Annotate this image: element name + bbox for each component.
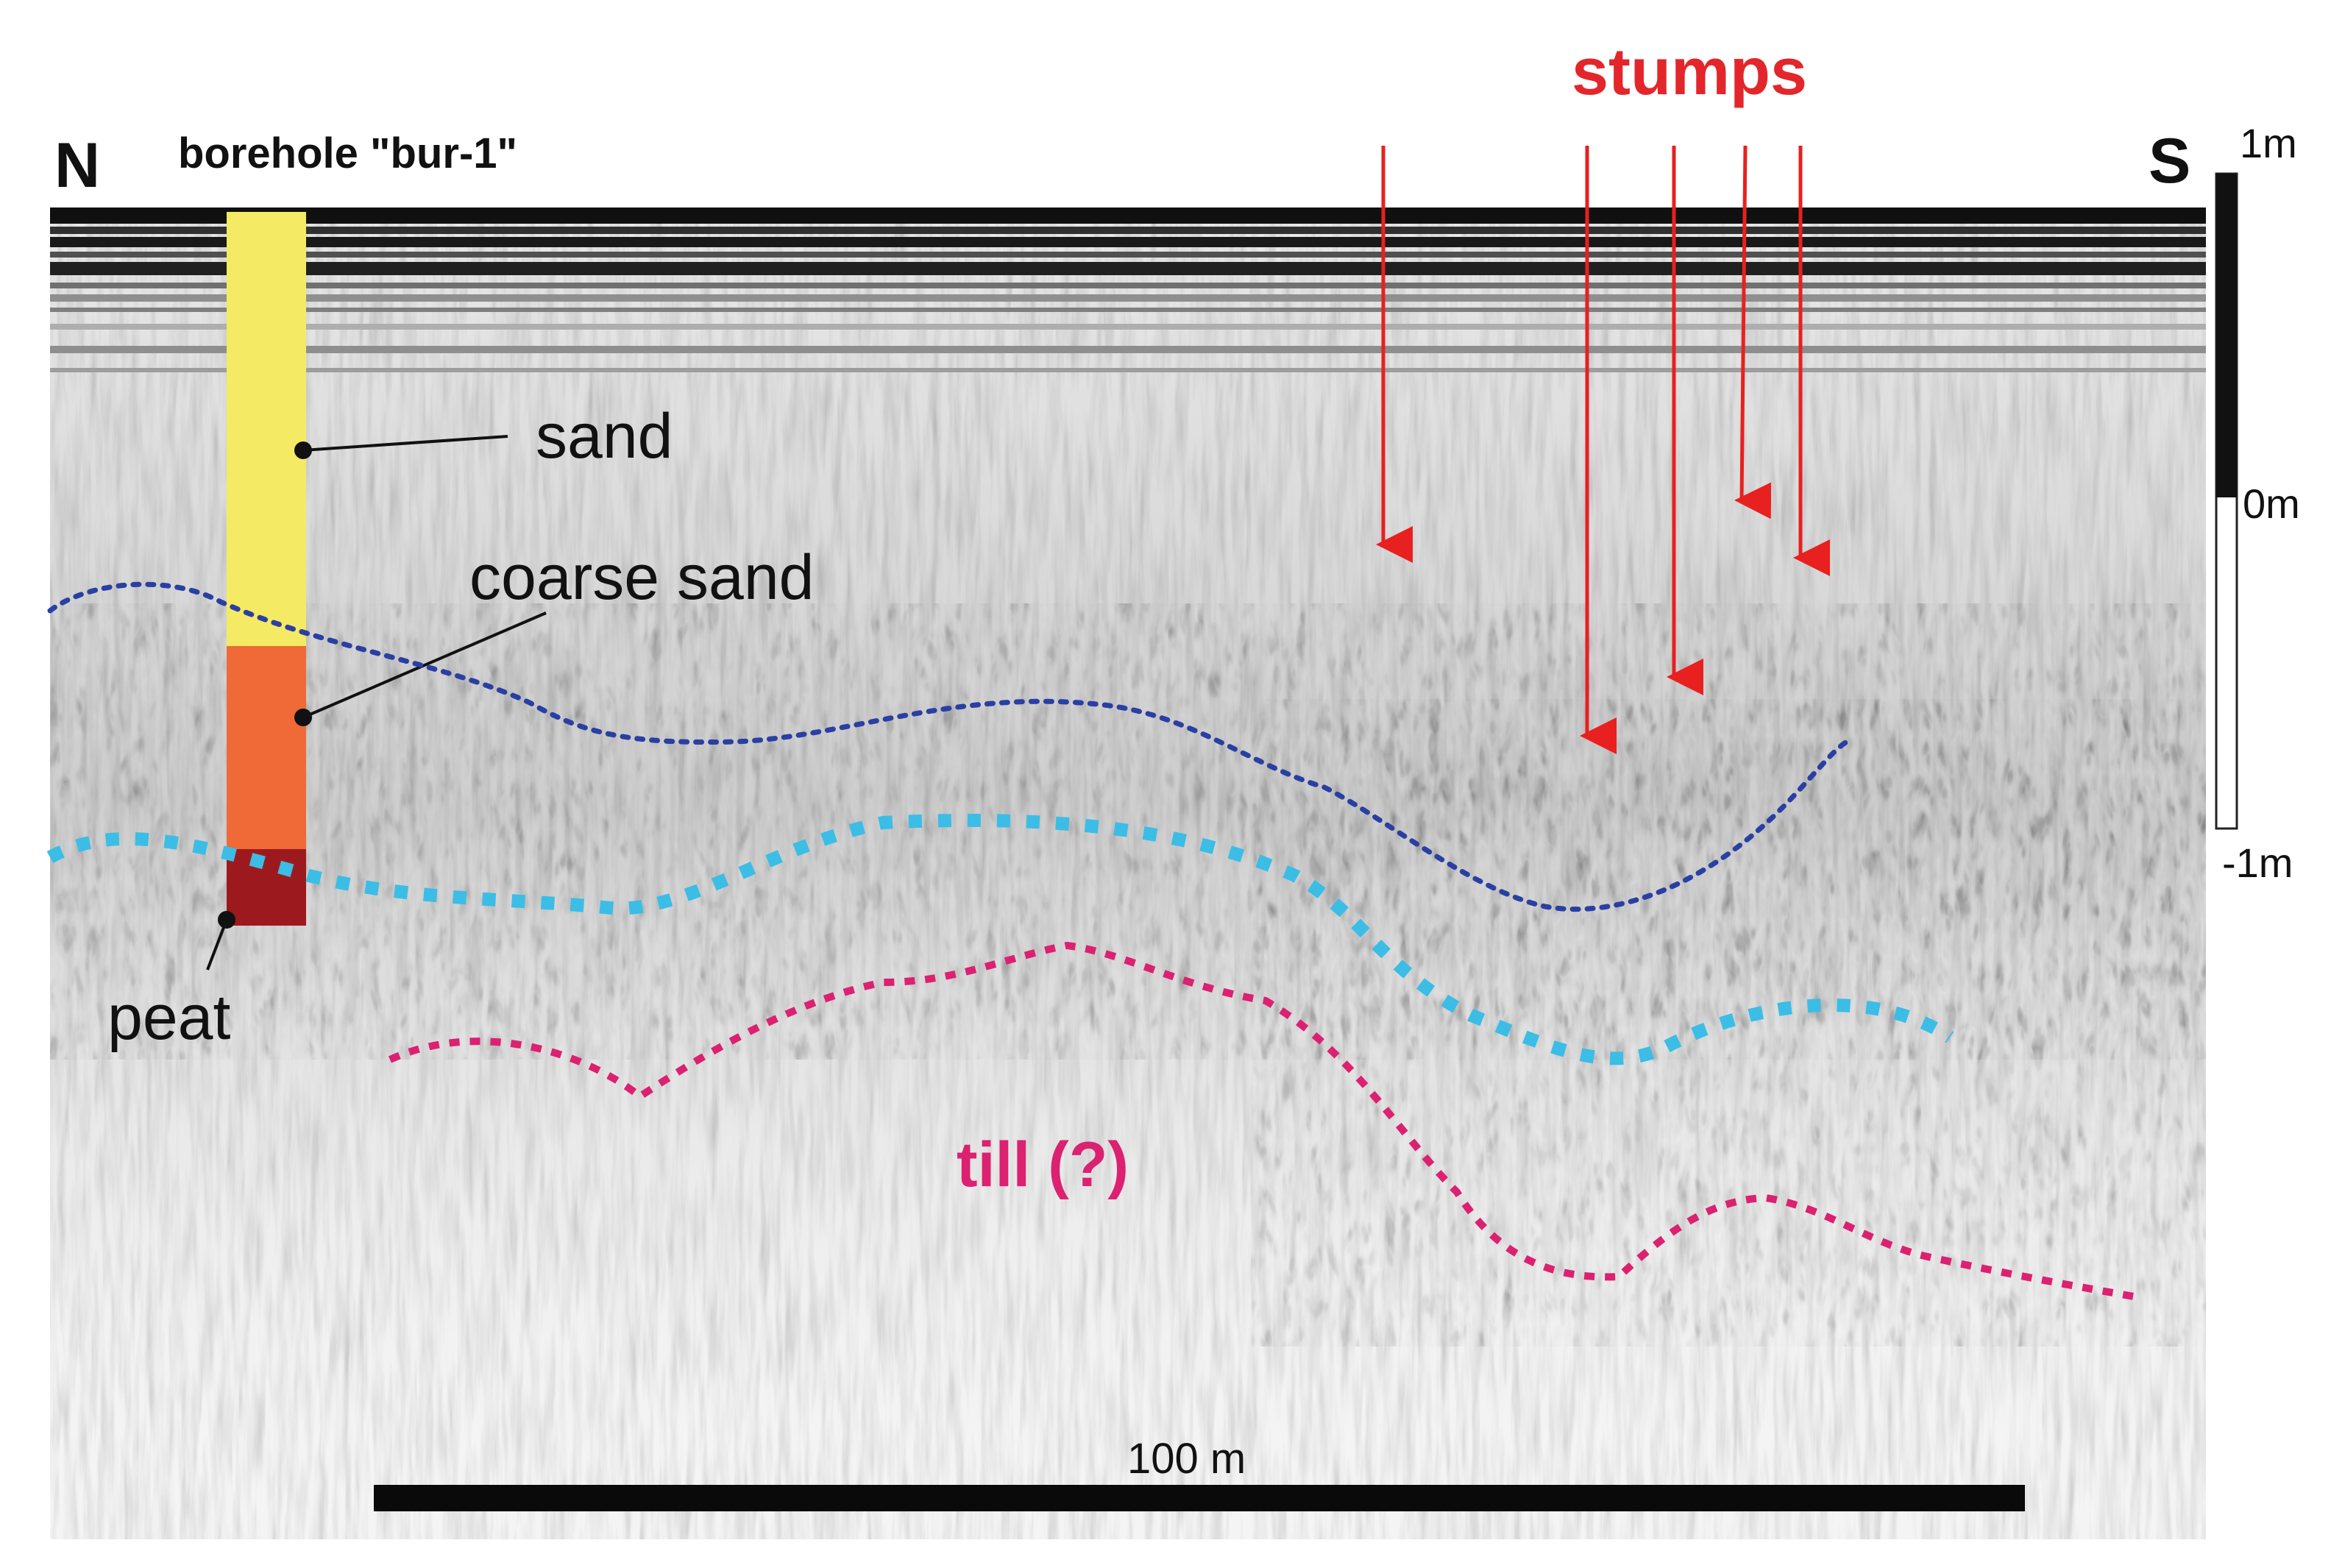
south-label: S [2149, 126, 2190, 196]
till-label: till (?) [957, 1129, 1129, 1200]
depth-scale [2215, 172, 2238, 830]
stump-arrows [1376, 145, 1830, 754]
scale-bar [374, 1485, 2025, 1511]
borehole-label: borehole "bur-1" [178, 130, 517, 177]
peat-label: peat [107, 982, 230, 1053]
radargram [50, 207, 2206, 1539]
sand-label: sand [536, 401, 673, 472]
leader-dot-sand [294, 441, 312, 459]
borehole-layer-coarse-sand [227, 646, 306, 849]
dark-blue-horizon-line [47, 581, 1850, 912]
cyan-horizon-line [46, 813, 1954, 1065]
north-label: N [54, 130, 100, 201]
depth-label-zero: 0m [2243, 480, 2300, 527]
borehole-column [227, 212, 306, 926]
leader-dot-coarse-sand [294, 709, 312, 726]
depth-label-bottom: -1m [2222, 840, 2293, 886]
borehole-layer-peat [227, 849, 306, 926]
borehole-layer-sand [227, 212, 306, 646]
depth-label-top: 1m [2240, 120, 2297, 166]
stump-arrow-4 [1734, 145, 1772, 519]
scale-bar-label: 100 m [1127, 1435, 1246, 1483]
coarse-sand-label: coarse sand [469, 542, 815, 613]
leader-dot-peat [218, 911, 235, 929]
stumps-label: stumps [1572, 35, 1807, 109]
borehole-leaders [206, 435, 547, 971]
magenta-horizon-line [388, 941, 2135, 1300]
